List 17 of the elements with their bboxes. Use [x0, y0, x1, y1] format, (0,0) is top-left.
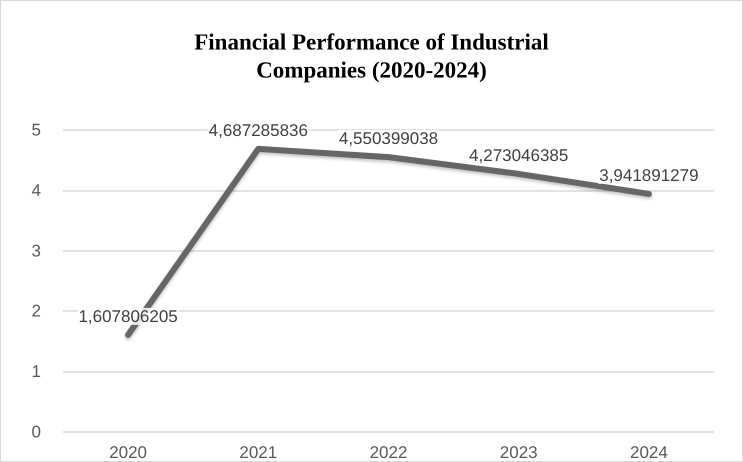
y-tick-label: 0 [32, 422, 41, 442]
y-tick-label: 1 [32, 362, 41, 382]
data-label: 4,550399038 [338, 129, 438, 148]
x-tick-label: 2022 [370, 443, 408, 462]
x-tick-label: 2020 [109, 443, 148, 462]
chart-title: Financial Performance of Industrial Companies (2020-2024) [194, 30, 549, 82]
y-tick-label: 5 [32, 120, 41, 140]
y-tick-label: 4 [32, 180, 41, 200]
data-label: 1,607806205 [78, 306, 178, 326]
x-tick-label: 2023 [500, 443, 538, 462]
data-label: 4,687285836 [208, 120, 308, 140]
y-tick-label: 2 [32, 302, 41, 321]
x-tick-label: 2021 [239, 443, 278, 462]
y-tick-label: 3 [32, 241, 41, 260]
x-tick-label: 2024 [630, 443, 668, 462]
data-label: 4,273046385 [469, 146, 568, 165]
data-label: 3,941891279 [599, 166, 699, 185]
